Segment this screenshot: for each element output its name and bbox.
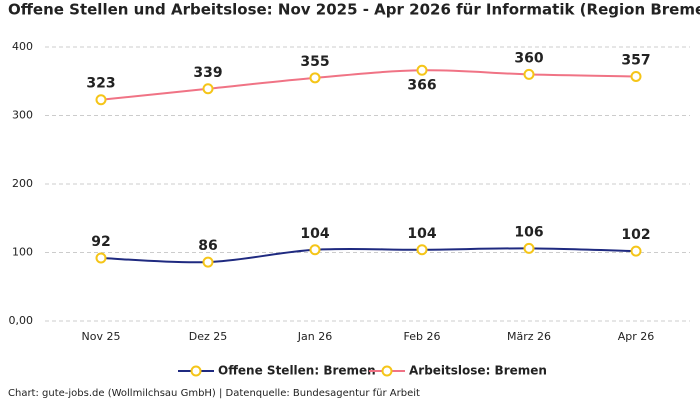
x-tick-label: Nov 25 [82,330,121,343]
legend-marker [381,365,393,377]
point-marker [630,70,642,82]
point-marker [202,256,214,268]
data-label: 104 [407,226,436,242]
data-label: 323 [86,76,115,92]
data-label: 360 [514,50,543,66]
data-label: 92 [91,234,110,250]
x-tick-label: März 26 [507,330,551,343]
data-label: 366 [407,77,436,93]
y-tick-label: 0,00 [9,314,34,327]
legend-marker [190,365,202,377]
data-label: 357 [621,52,650,68]
point-marker [523,242,535,254]
point-marker [202,83,214,95]
data-label: 102 [621,227,650,243]
data-label: 355 [300,54,329,70]
y-tick-label: 100 [12,246,33,259]
y-tick-label: 400 [12,40,33,53]
point-marker [95,94,107,106]
data-label: 104 [300,226,329,242]
x-tick-label: Jan 26 [297,330,332,343]
series-line [100,69,637,101]
data-label: 106 [514,224,543,240]
data-label: 86 [198,238,217,254]
x-tick-label: Feb 26 [404,330,441,343]
series-line [100,247,637,264]
legend-label: Arbeitslose: Bremen [409,364,547,378]
x-tick-label: Dez 25 [189,330,228,343]
y-tick-label: 300 [12,109,33,122]
point-marker [630,245,642,257]
chart-title: Offene Stellen und Arbeitslose: Nov 2025… [8,1,700,19]
point-marker [416,64,428,76]
y-tick-label: 200 [12,177,33,190]
x-tick-label: Apr 26 [618,330,655,343]
point-marker [309,244,321,256]
point-marker [416,244,428,256]
source-note: Chart: gute-jobs.de (Wollmilchsau GmbH) … [8,388,420,399]
legend-label: Offene Stellen: Bremen [218,364,376,378]
point-marker [523,68,535,80]
data-label: 339 [193,65,222,81]
point-marker [309,72,321,84]
point-marker [95,252,107,264]
